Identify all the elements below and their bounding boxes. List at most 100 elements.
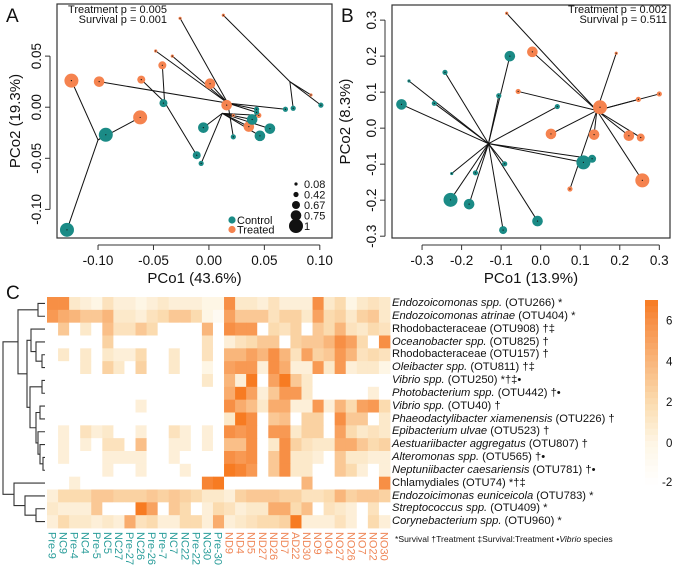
- heatmap-cell: [135, 412, 147, 426]
- spoke-line: [227, 102, 257, 113]
- heatmap-cell: [246, 309, 258, 324]
- heatmap-cell: [212, 399, 225, 413]
- spoke-line: [221, 112, 261, 137]
- heatmap-cell: [345, 463, 358, 478]
- spoke-line: [444, 72, 489, 144]
- column-label: NO9: [311, 532, 323, 555]
- y-tick-label: 0.1: [364, 83, 379, 102]
- heatmap-cell: [235, 412, 247, 426]
- heatmap-cell: [378, 438, 391, 452]
- heatmap-cell: [168, 515, 181, 529]
- point-center-dot: [498, 95, 500, 97]
- heatmap-cell: [246, 502, 258, 516]
- heatmap-cell: [58, 335, 70, 349]
- heatmap-cell: [91, 348, 103, 362]
- heatmap-cell: [246, 451, 258, 465]
- row-label-taxon: Neptuniibacter caesariensis: [392, 463, 530, 476]
- row-label-otu: (OTU783) *: [533, 489, 594, 502]
- spoke-line: [140, 79, 165, 103]
- column-label: ND4: [234, 532, 246, 554]
- heatmap-cell: [235, 438, 247, 452]
- heatmap-cell: [58, 502, 70, 516]
- heatmap-cell: [58, 425, 70, 439]
- color-scale-step: [645, 342, 658, 350]
- heatmap-cell: [201, 361, 214, 375]
- heatmap-cell: [224, 515, 236, 529]
- heatmap-cell: [80, 386, 92, 401]
- row-label-taxon: Epibacterium ulvae: [392, 425, 488, 438]
- spoke-line: [451, 143, 489, 174]
- heatmap-cell: [113, 386, 125, 401]
- heatmap-cell: [113, 489, 125, 503]
- heatmap-cell: [69, 451, 81, 465]
- color-scale-step: [645, 471, 658, 479]
- row-label-taxon: Streptococcus spp.: [392, 502, 488, 515]
- heatmap-cell: [235, 297, 247, 311]
- heatmap-cell: [279, 412, 291, 426]
- heatmap-cell: [168, 451, 181, 465]
- heatmap-cell: [301, 463, 313, 478]
- heatmap-cell: [334, 309, 347, 324]
- heatmap-cell: [301, 399, 313, 413]
- size-legend-label: 0.08: [304, 179, 325, 191]
- size-legend-label: 0.75: [304, 211, 325, 223]
- row-label-taxon: Oleibacter spp.: [392, 361, 468, 374]
- heatmap-cell: [80, 451, 92, 465]
- heatmap-cell: [69, 489, 81, 503]
- heatmap-cell: [47, 335, 59, 349]
- heatmap-cell: [113, 502, 125, 516]
- heatmap-cell: [102, 399, 114, 413]
- heatmap-cell: [80, 348, 92, 362]
- color-scale-legend: 6 4 2 0 -2: [645, 300, 673, 489]
- dendrogram-branch: [41, 354, 45, 369]
- heatmap-cell: [179, 399, 192, 413]
- row-label: Aestuariibacter aggregatus (OTU807) †: [392, 438, 588, 451]
- heatmap-cell: [279, 386, 291, 401]
- heatmap-cell: [102, 309, 114, 324]
- heatmap-cell: [179, 489, 192, 503]
- point-center-dot: [506, 12, 508, 14]
- heatmap-cell: [201, 438, 214, 452]
- heatmap-cell: [312, 438, 325, 452]
- heatmap-cell: [290, 335, 302, 349]
- heatmap-cell: [146, 476, 159, 490]
- heatmap-cell: [224, 309, 236, 324]
- heatmap-cell: [58, 348, 70, 362]
- point-center-dot: [66, 229, 68, 231]
- heatmap-cell: [257, 412, 269, 426]
- heatmap-cell: [323, 309, 336, 324]
- heatmap-cell: [367, 502, 380, 516]
- heatmap-cell: [323, 399, 336, 413]
- heatmap-cell: [301, 322, 313, 336]
- heatmap-cell: [367, 489, 380, 503]
- heatmap-cell: [80, 361, 92, 375]
- color-scale-step: [645, 453, 658, 460]
- heatmap-cell: [102, 515, 114, 529]
- heatmap-cell: [157, 489, 170, 503]
- heatmap-cell: [367, 361, 380, 375]
- point-center-dot: [517, 90, 519, 93]
- heatmap-cell: [124, 309, 136, 324]
- heatmap-cell: [179, 322, 192, 336]
- heatmap-cell: [135, 348, 147, 362]
- heatmap-cell: [367, 386, 380, 401]
- row-label-taxon: Oceanobacter spp.: [392, 335, 487, 348]
- point-center-dot: [320, 104, 322, 106]
- heatmap-cell: [102, 297, 114, 311]
- heatmap-cell: [168, 502, 181, 516]
- column-label: NO26: [344, 532, 356, 561]
- column-label: NO27: [333, 532, 345, 561]
- heatmap-cell: [345, 412, 358, 426]
- column-label: NC7: [167, 532, 179, 554]
- heatmap-cell: [113, 463, 125, 478]
- column-label: NC4: [79, 532, 91, 554]
- heatmap-cell: [235, 463, 247, 478]
- point-center-dot: [155, 50, 157, 52]
- heatmap-cell: [201, 425, 214, 439]
- heatmap-cell: [69, 463, 81, 478]
- heatmap-cell: [224, 425, 236, 439]
- heatmap-cell: [356, 361, 369, 375]
- point-center-dot: [531, 51, 533, 53]
- point-center-dot: [105, 134, 107, 136]
- heatmap-cell: [367, 348, 380, 362]
